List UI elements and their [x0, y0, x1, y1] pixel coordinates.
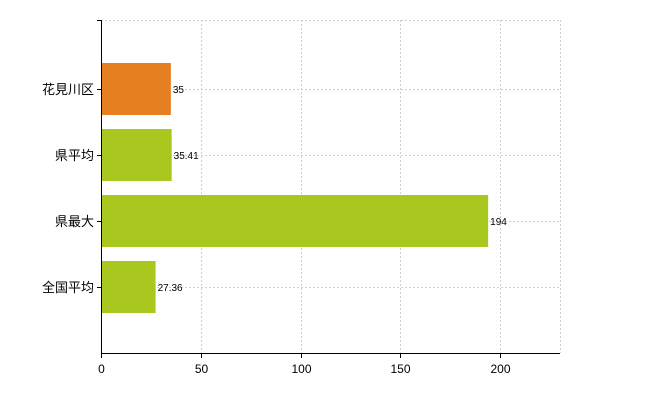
bar-0 — [102, 63, 171, 115]
x-tick-label-4: 200 — [490, 362, 510, 376]
bar-value-label-1: 35.41 — [174, 151, 199, 162]
bar-3 — [102, 261, 156, 313]
x-tick-label-2: 100 — [291, 362, 311, 376]
bar-2 — [102, 195, 489, 247]
category-label-0: 花見川区 — [42, 82, 94, 98]
bar-value-label-0: 35 — [173, 85, 185, 96]
x-tick-label-1: 50 — [195, 362, 209, 376]
category-label-1: 県平均 — [55, 149, 94, 164]
axis-layer — [97, 20, 560, 358]
category-label-3: 全国平均 — [42, 280, 94, 296]
x-tick-label-0: 0 — [98, 362, 105, 376]
bar-value-label-3: 27.36 — [158, 283, 183, 294]
bar-1 — [102, 129, 172, 181]
x-tick-label-3: 150 — [390, 362, 410, 376]
bar-value-label-2: 194 — [490, 217, 507, 228]
category-label-2: 県最大 — [55, 215, 94, 230]
bar-layer — [102, 63, 489, 313]
